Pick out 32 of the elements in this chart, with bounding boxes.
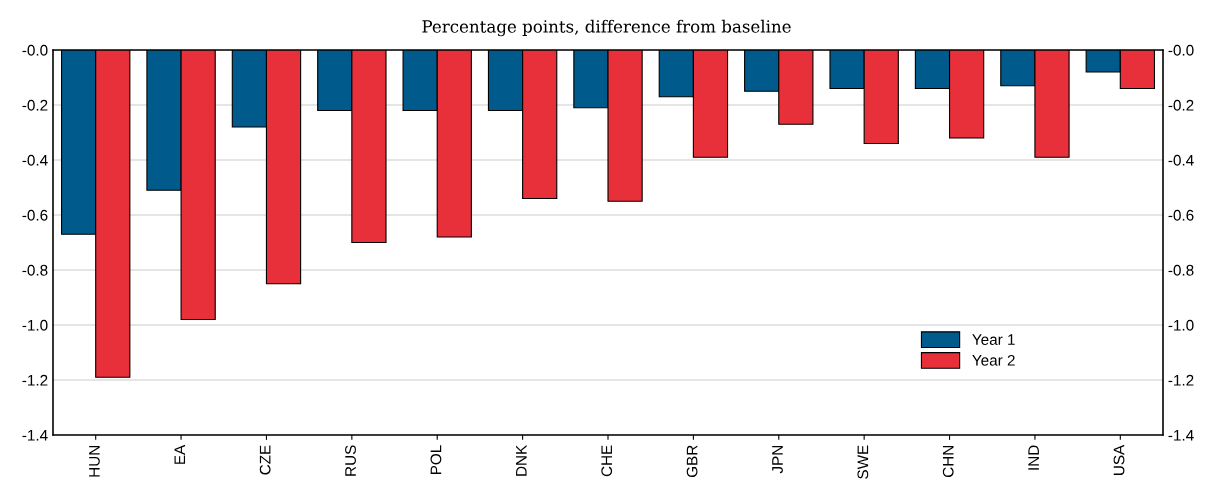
y-tick-label: -0.6 bbox=[22, 209, 48, 221]
x-tick-label: DNK bbox=[516, 444, 527, 476]
legend-label: Year 1 bbox=[972, 334, 1015, 345]
y-tick-label: -1.4 bbox=[22, 430, 48, 441]
y2-tick-label: -0.0 bbox=[1168, 44, 1194, 56]
legend-label: Year 2 bbox=[972, 354, 1015, 366]
y2-tick-label: -1.4 bbox=[1168, 430, 1194, 441]
x-tick-label: CHN bbox=[942, 445, 954, 478]
y-tick-label: -1.2 bbox=[22, 374, 48, 386]
x-tick-label: JPN bbox=[772, 445, 783, 474]
x-tick-label: RUS bbox=[345, 445, 356, 476]
y-tick-label: -0.4 bbox=[22, 154, 48, 166]
y2-tick-label: -1.0 bbox=[1168, 319, 1194, 331]
x-tick-label: SWE bbox=[857, 445, 869, 479]
x-tick-label: GBR bbox=[686, 445, 698, 478]
x-tick-label: POL bbox=[430, 445, 442, 475]
y2-tick-label: -0.8 bbox=[1168, 264, 1194, 276]
x-tick-label: EA bbox=[174, 444, 186, 464]
y2-tick-label: -0.2 bbox=[1168, 99, 1194, 111]
y-tick-label: -0.2 bbox=[22, 99, 48, 111]
y2-tick-label: -0.4 bbox=[1168, 154, 1194, 166]
y-tick-label: -1.0 bbox=[22, 319, 48, 331]
x-tick-label: CZE bbox=[259, 445, 271, 475]
x-tick-label: CHE bbox=[601, 445, 613, 477]
y-tick-label: -0.8 bbox=[22, 264, 48, 276]
x-tick-label: USA bbox=[1113, 444, 1125, 475]
y-tick-label: -0.0 bbox=[22, 44, 48, 56]
x-tick-label: HUN bbox=[89, 445, 100, 477]
x-tick-label: IND bbox=[1028, 445, 1039, 470]
y2-tick-label: -0.6 bbox=[1168, 209, 1194, 221]
chart-subtitle: Percentage points, difference from baseline bbox=[422, 19, 791, 37]
y2-tick-label: -1.2 bbox=[1168, 374, 1194, 386]
